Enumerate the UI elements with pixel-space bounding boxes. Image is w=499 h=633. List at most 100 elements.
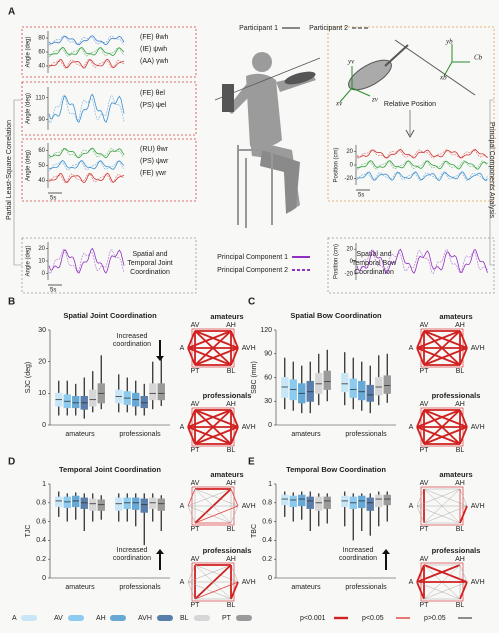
network-node: AV <box>420 401 429 408</box>
violin-body <box>348 59 392 91</box>
trace <box>48 147 125 159</box>
box <box>157 383 165 401</box>
network-title: professionals <box>432 391 481 400</box>
box <box>323 370 331 390</box>
trace <box>48 93 125 123</box>
box <box>97 499 105 511</box>
box <box>383 494 391 506</box>
legend-swatch <box>68 615 84 621</box>
legend-label: p<0.05 <box>362 615 384 622</box>
scale-label: 5s <box>358 193 364 199</box>
network-node: AH <box>455 556 465 563</box>
trace <box>48 58 125 69</box>
scale-label: 5s <box>50 288 56 294</box>
box <box>366 497 374 511</box>
network-edge <box>416 488 461 507</box>
tick-label: 10 <box>38 259 45 265</box>
panel-letter: D <box>8 457 15 468</box>
frame <box>327 26 495 202</box>
annotation: Increased <box>117 333 148 340</box>
y-tick-label: 30 <box>264 398 272 405</box>
y-tick-label: 0.2 <box>262 556 272 563</box>
network-edge <box>459 347 468 366</box>
y-axis-label: TBC <box>251 524 258 538</box>
tick-label: 20 <box>346 247 353 253</box>
legend-swatch <box>110 615 126 621</box>
tick-label: 20 <box>38 246 45 252</box>
tick-label: 60 <box>38 148 45 154</box>
x-tick-label: amateurs <box>65 584 95 591</box>
network-node: AH <box>226 322 236 329</box>
network-edge <box>416 564 425 583</box>
frame <box>21 81 197 136</box>
legend-label: AH <box>96 615 106 622</box>
device <box>222 84 234 112</box>
network-node: PT <box>420 368 430 375</box>
network-edge <box>230 581 239 600</box>
network-node: BL <box>456 526 465 533</box>
joint-label: Coordination <box>130 269 170 276</box>
network-edge <box>423 426 468 445</box>
tick-label: -20 <box>344 176 353 182</box>
y-tick-label: 0 <box>268 575 272 582</box>
network-node: AH <box>455 480 465 487</box>
arrow-head <box>156 549 164 554</box>
side-label: Principal Components Analysis <box>488 122 495 219</box>
joint-label: Spatial and <box>132 251 167 258</box>
tick-label: 40 <box>38 64 45 70</box>
box <box>149 497 157 509</box>
box <box>315 496 323 511</box>
chair-frame <box>237 145 273 228</box>
box <box>140 498 148 513</box>
bow-label: Temporal Bow <box>352 260 397 267</box>
tick-label: 0 <box>350 163 354 169</box>
trace <box>356 171 488 181</box>
network-edge <box>194 347 239 366</box>
y-tick-label: 120 <box>260 327 272 334</box>
frame <box>21 237 197 294</box>
arrow-head <box>156 356 164 361</box>
tick-label: 110 <box>35 95 45 101</box>
legend-swatch <box>236 615 252 621</box>
chart-title: Temporal Bow Coordination <box>286 465 386 474</box>
network-edge <box>423 581 468 600</box>
y-tick-label: 30 <box>38 327 46 334</box>
trace <box>48 160 125 171</box>
x-tick-label: amateurs <box>291 584 321 591</box>
network-title: professionals <box>203 391 252 400</box>
panel-letter: B <box>8 297 15 308</box>
network-node: A <box>180 424 185 431</box>
network-edge <box>187 581 232 600</box>
network-edge <box>230 330 239 349</box>
y-tick-label: 1 <box>42 481 46 488</box>
trace-label: (AA) γwh <box>140 58 169 65</box>
network-edge <box>230 488 239 507</box>
axis-label: Position (cm) <box>334 244 340 279</box>
chart-title: Spatial Joint Coordination <box>63 311 157 320</box>
network-node: AV <box>191 556 200 563</box>
axis-label: Angle (deg) <box>26 36 32 67</box>
annotation: Increased <box>343 547 374 554</box>
connector <box>489 99 494 266</box>
network-title: amateurs <box>210 470 243 479</box>
annotation: Increased <box>117 547 148 554</box>
frames <box>21 26 495 294</box>
box <box>341 373 349 393</box>
axis-label: Angle (deg) <box>26 93 32 124</box>
network-edge <box>459 330 468 349</box>
network-edge <box>187 564 196 583</box>
network-node: AH <box>226 556 236 563</box>
network-edge <box>416 488 425 507</box>
box <box>383 375 391 394</box>
network-title: amateurs <box>439 470 472 479</box>
network-node: AH <box>455 401 465 408</box>
trace <box>356 248 488 274</box>
network-edge <box>187 426 232 445</box>
trace <box>48 247 125 274</box>
y-tick-label: 10 <box>38 390 46 397</box>
trace <box>356 171 488 181</box>
network-node: PT <box>420 526 430 533</box>
box <box>132 497 140 510</box>
network-edge <box>230 409 239 428</box>
box <box>366 384 374 402</box>
